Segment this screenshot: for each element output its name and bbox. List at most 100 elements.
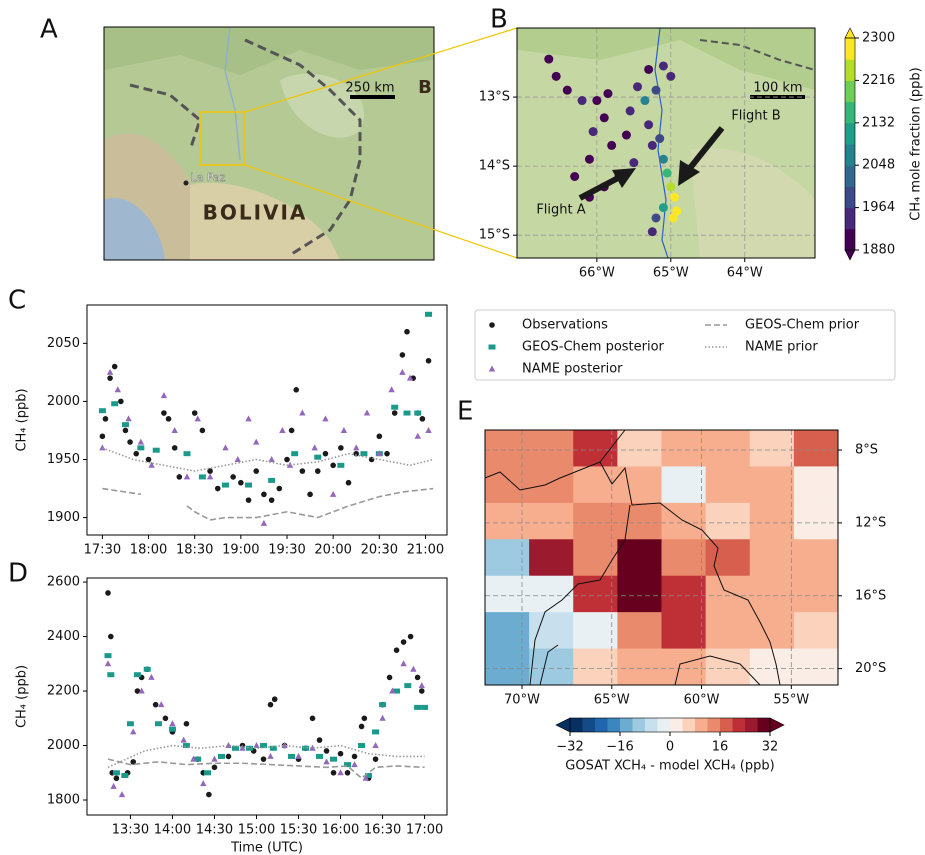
y-tick-label: 12°S	[855, 515, 886, 530]
x-tick-label: 64°W	[727, 266, 763, 281]
point	[169, 727, 176, 732]
heatmap-cells	[485, 430, 838, 685]
point	[421, 705, 428, 710]
point	[330, 491, 336, 497]
point	[177, 474, 183, 480]
point	[330, 757, 337, 762]
track-point	[659, 61, 668, 70]
annotation: Flight B	[731, 109, 780, 124]
point	[279, 427, 285, 433]
prior-line	[108, 746, 425, 768]
x-tick-label: 13:30	[112, 823, 149, 838]
colorbar-tick-label: 2216	[862, 73, 895, 88]
point	[295, 753, 301, 759]
annotation: Flight A	[536, 203, 585, 218]
y-axis-label: CH₄ (ppb)	[15, 388, 30, 451]
x-tick-label: 19:00	[222, 543, 259, 558]
point	[404, 411, 411, 416]
x-tick-label: 18:00	[130, 543, 167, 558]
heatmap-cell	[794, 539, 839, 576]
point	[415, 433, 421, 439]
scale-label: 100 km	[753, 81, 802, 96]
point	[394, 647, 400, 653]
y-tick-label: 1950	[47, 452, 80, 467]
point	[107, 375, 113, 381]
track-point	[544, 55, 553, 64]
heatmap-cell	[573, 503, 618, 540]
point	[360, 451, 367, 456]
colorbar-cell	[845, 186, 855, 208]
track-point	[659, 203, 668, 212]
point	[226, 754, 232, 760]
prior-line	[102, 489, 433, 520]
heatmap-cell	[794, 649, 839, 686]
point	[316, 754, 323, 759]
heatmap-cell	[794, 576, 839, 613]
point	[267, 753, 273, 759]
point	[212, 765, 218, 771]
legend-label: GEOS-Chem prior	[745, 318, 860, 333]
point	[323, 451, 329, 457]
point	[379, 715, 385, 721]
heatmap-cell	[750, 649, 795, 686]
colorbar-cell	[645, 718, 658, 732]
point	[317, 737, 323, 743]
point	[184, 451, 191, 456]
heatmap-cell	[750, 576, 795, 613]
point	[307, 492, 313, 498]
colorbar-tick-label: 16	[712, 740, 729, 755]
track-point	[652, 86, 661, 95]
point	[288, 754, 295, 759]
point	[137, 445, 144, 450]
point	[99, 444, 105, 450]
figure: A 250 km B La Paz BOLIVIA Flight A Fligh…	[0, 0, 925, 855]
heatmap-cell	[662, 430, 707, 467]
panel-label: E	[457, 397, 473, 427]
heatmap-cell	[617, 466, 662, 503]
point	[284, 457, 290, 463]
track-point	[666, 182, 675, 191]
colorbar-cell	[733, 718, 746, 732]
point	[388, 386, 394, 392]
point	[420, 416, 426, 422]
colorbar-extend	[845, 250, 855, 260]
point	[387, 675, 393, 681]
point	[172, 445, 178, 451]
point	[311, 444, 317, 450]
point	[300, 468, 306, 474]
colorbar-cell	[695, 718, 708, 732]
panel-label: A	[40, 15, 58, 45]
point	[161, 410, 167, 416]
point	[112, 364, 118, 370]
point	[105, 660, 111, 666]
colorbar-cell	[845, 80, 855, 102]
x-tick-label: 20:00	[314, 543, 351, 558]
track-point	[603, 89, 612, 98]
y-tick-label: 2000	[47, 394, 80, 409]
heatmap-cell	[573, 612, 618, 649]
point	[206, 792, 212, 798]
point	[107, 672, 114, 677]
point	[192, 410, 198, 416]
point	[218, 754, 225, 759]
x-tick-label: 18:30	[176, 543, 213, 558]
point	[404, 329, 410, 335]
point	[230, 474, 236, 480]
point	[253, 439, 259, 445]
point	[127, 721, 134, 726]
x-tick-label: 16:30	[364, 823, 401, 838]
y-tick-label: 1900	[47, 510, 80, 525]
point	[408, 634, 414, 640]
legend-label: Observations	[522, 318, 608, 333]
colorbar-cell	[595, 718, 608, 732]
x-tick-label: 65°W	[653, 266, 689, 281]
colorbar-cell	[845, 229, 855, 251]
heatmap-cell	[706, 466, 751, 503]
x-tick-label: 60°W	[684, 693, 720, 708]
track-point	[626, 106, 635, 115]
point	[345, 770, 351, 776]
heatmap-cell	[794, 466, 839, 503]
point	[310, 715, 316, 721]
y-tick-label: 8°S	[855, 443, 878, 458]
point	[261, 756, 267, 762]
